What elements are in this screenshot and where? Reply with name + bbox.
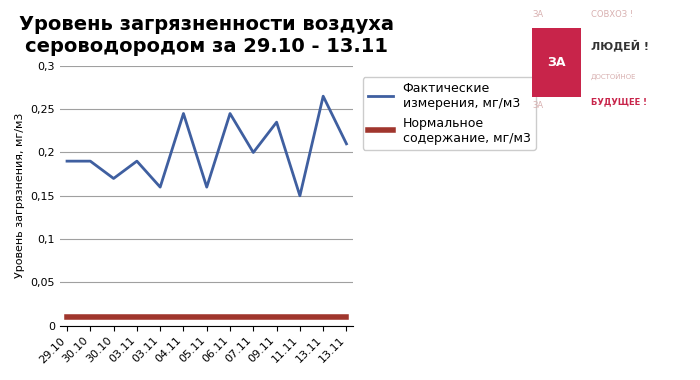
Фактические
измерения, мг/м3 <box>295 193 304 198</box>
Фактические
измерения, мг/м3 <box>86 159 94 163</box>
Нормальное
содержание, мг/м3 <box>272 315 281 319</box>
Text: ЗА: ЗА <box>532 101 543 111</box>
Фактические
измерения, мг/м3 <box>179 111 188 116</box>
Title: Уровень загрязненности воздуха
сероводородом за 29.10 - 13.11: Уровень загрязненности воздуха сероводор… <box>19 15 394 56</box>
Нормальное
содержание, мг/м3 <box>179 315 188 319</box>
Нормальное
содержание, мг/м3 <box>319 315 328 319</box>
Text: БУДУЩЕЕ !: БУДУЩЕЕ ! <box>591 97 647 106</box>
Text: ДОСТОЙНОЕ: ДОСТОЙНОЕ <box>591 73 636 81</box>
Text: ЗА: ЗА <box>547 56 566 69</box>
Фактические
измерения, мг/м3 <box>63 159 71 163</box>
Нормальное
содержание, мг/м3 <box>63 315 71 319</box>
Bar <box>532 28 581 97</box>
Фактические
измерения, мг/м3 <box>319 94 328 98</box>
Фактические
измерения, мг/м3 <box>109 176 118 181</box>
Нормальное
содержание, мг/м3 <box>226 315 234 319</box>
Нормальное
содержание, мг/м3 <box>202 315 211 319</box>
Text: ЛЮДЕЙ !: ЛЮДЕЙ ! <box>591 40 648 51</box>
Нормальное
содержание, мг/м3 <box>86 315 94 319</box>
Фактические
измерения, мг/м3 <box>156 185 164 189</box>
Legend: Фактические
измерения, мг/м3, Нормальное
содержание, мг/м3: Фактические измерения, мг/м3, Нормальное… <box>363 78 536 150</box>
Фактические
измерения, мг/м3 <box>342 141 351 146</box>
Нормальное
содержание, мг/м3 <box>249 315 258 319</box>
Line: Фактические
измерения, мг/м3: Фактические измерения, мг/м3 <box>67 96 346 196</box>
Фактические
измерения, мг/м3 <box>133 159 141 163</box>
Фактические
измерения, мг/м3 <box>226 111 234 116</box>
Нормальное
содержание, мг/м3 <box>133 315 141 319</box>
Нормальное
содержание, мг/м3 <box>295 315 304 319</box>
Text: СОВХОЗ !: СОВХОЗ ! <box>591 11 633 19</box>
Нормальное
содержание, мг/м3 <box>156 315 164 319</box>
Нормальное
содержание, мг/м3 <box>342 315 351 319</box>
Нормальное
содержание, мг/м3 <box>109 315 118 319</box>
Фактические
измерения, мг/м3 <box>272 120 281 125</box>
Y-axis label: Уровень загрязнения, мг/м3: Уровень загрязнения, мг/м3 <box>15 113 25 279</box>
Фактические
измерения, мг/м3 <box>202 185 211 189</box>
Text: ЗА: ЗА <box>532 11 543 19</box>
Фактические
измерения, мг/м3 <box>249 150 258 155</box>
